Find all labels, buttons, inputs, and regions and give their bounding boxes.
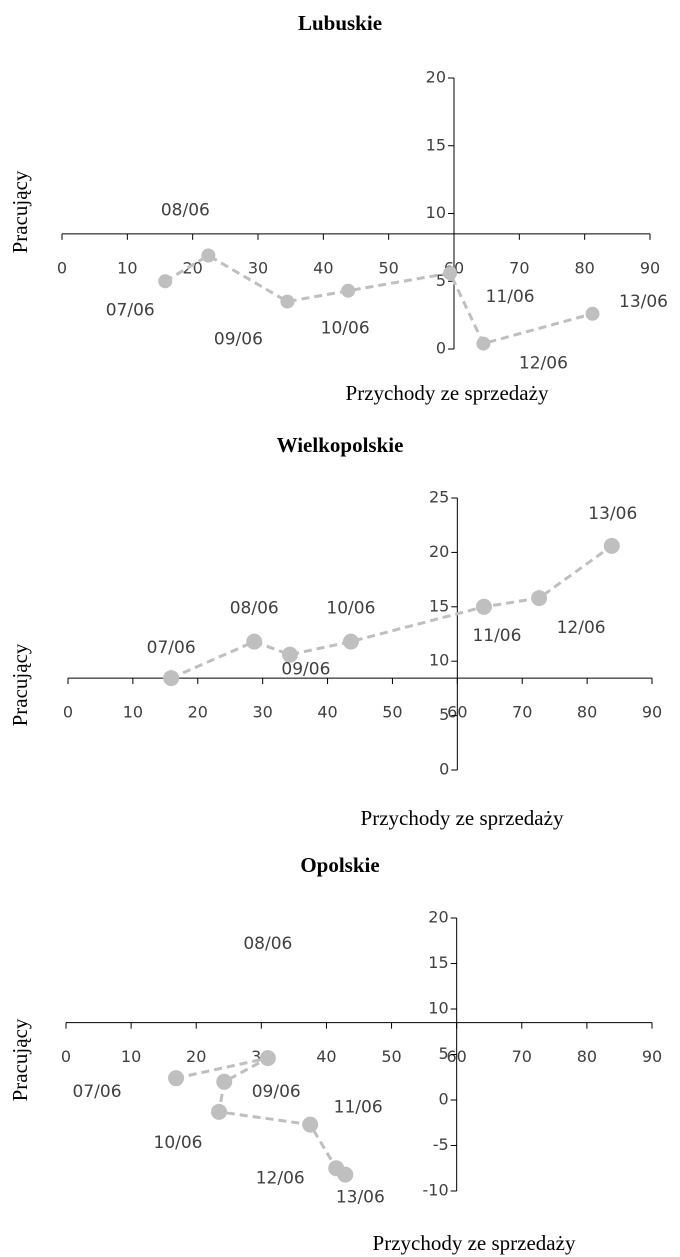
point-label: 09/06 bbox=[214, 330, 263, 350]
chart-title: Wielkopolskie bbox=[277, 433, 404, 457]
y-axis-label: Pracujący bbox=[8, 1018, 32, 1101]
y-axis-label: Pracujący bbox=[8, 643, 32, 726]
point-label: 08/06 bbox=[161, 201, 210, 221]
point bbox=[585, 306, 600, 321]
x-tick-label: 60 bbox=[447, 703, 467, 722]
x-tick-label: 90 bbox=[642, 703, 662, 722]
point bbox=[475, 598, 492, 615]
x-tick-label: 0 bbox=[57, 258, 67, 277]
y-tick-label: 10 bbox=[428, 999, 448, 1018]
y-tick-label: 5 bbox=[438, 1044, 448, 1063]
x-tick-label: 0 bbox=[61, 1047, 71, 1066]
x-tick-label: 40 bbox=[313, 258, 333, 277]
x-tick-label: 90 bbox=[640, 258, 660, 277]
x-tick-label: 0 bbox=[63, 703, 73, 722]
x-tick-label: 40 bbox=[317, 703, 337, 722]
series-line bbox=[175, 1056, 347, 1176]
point-label: 12/06 bbox=[256, 1168, 305, 1188]
y-axis-label: Pracujący bbox=[8, 170, 32, 253]
y-tick-label: 10 bbox=[426, 203, 446, 222]
point bbox=[259, 1050, 276, 1067]
point-label: 10/06 bbox=[326, 599, 375, 619]
point-label: 13/06 bbox=[619, 292, 668, 312]
y-tick-label: 5 bbox=[436, 271, 446, 290]
y-tick-label: 0 bbox=[436, 339, 446, 358]
x-tick-label: 80 bbox=[577, 703, 597, 722]
point-label: 10/06 bbox=[321, 319, 370, 339]
x-tick-label: 80 bbox=[574, 258, 594, 277]
point bbox=[443, 266, 458, 281]
x-tick-label: 80 bbox=[577, 1047, 597, 1066]
x-tick-label: 70 bbox=[512, 1047, 532, 1066]
point-label: 13/06 bbox=[336, 1188, 385, 1208]
x-tick-label: 50 bbox=[378, 258, 398, 277]
point bbox=[280, 294, 295, 309]
point bbox=[158, 274, 173, 289]
point-label: 09/06 bbox=[252, 1082, 301, 1102]
point-label: 10/06 bbox=[154, 1133, 203, 1153]
point bbox=[337, 1166, 354, 1183]
y-tick-label: 0 bbox=[438, 1090, 448, 1109]
point-label: 07/06 bbox=[73, 1082, 122, 1102]
x-axis-label: Przychody ze sprzedaży bbox=[346, 381, 549, 405]
point bbox=[211, 1103, 228, 1120]
x-tick-label: 60 bbox=[446, 1047, 466, 1066]
x-tick-label: 20 bbox=[188, 703, 208, 722]
point bbox=[531, 590, 548, 607]
chart-title: Lubuskie bbox=[298, 11, 382, 35]
point bbox=[216, 1073, 233, 1090]
point-label: 09/06 bbox=[281, 660, 330, 680]
x-tick-label: 30 bbox=[248, 258, 268, 277]
x-tick-label: 50 bbox=[382, 703, 402, 722]
y-tick-label: 15 bbox=[428, 953, 448, 972]
y-tick-label: 15 bbox=[429, 596, 449, 615]
x-axis-label: Przychody ze sprzedaży bbox=[361, 806, 564, 830]
y-tick-label: -5 bbox=[433, 1135, 449, 1154]
x-tick-label: 10 bbox=[117, 258, 137, 277]
point-label: 12/06 bbox=[519, 354, 568, 374]
y-tick-label: 20 bbox=[428, 908, 448, 927]
point bbox=[603, 537, 620, 554]
x-tick-label: 30 bbox=[252, 703, 272, 722]
x-tick-label: 90 bbox=[642, 1047, 662, 1066]
point bbox=[201, 248, 216, 263]
x-tick-label: 10 bbox=[123, 703, 143, 722]
y-tick-label: 20 bbox=[426, 68, 446, 87]
point bbox=[246, 633, 263, 650]
point bbox=[168, 1070, 185, 1087]
point-label: 11/06 bbox=[334, 1098, 383, 1118]
y-tick-label: 0 bbox=[439, 760, 449, 779]
x-tick-label: 50 bbox=[381, 1047, 401, 1066]
y-tick-label: 5 bbox=[439, 705, 449, 724]
x-axis-label: Przychody ze sprzedaży bbox=[373, 1231, 576, 1255]
chart-title: Opolskie bbox=[300, 853, 379, 877]
point-label: 11/06 bbox=[472, 626, 521, 646]
x-tick-label: 40 bbox=[316, 1047, 336, 1066]
y-tick-label: 10 bbox=[429, 651, 449, 670]
point bbox=[163, 670, 180, 687]
point-label: 07/06 bbox=[147, 638, 196, 658]
point bbox=[341, 283, 356, 298]
x-tick-label: 20 bbox=[182, 258, 202, 277]
x-tick-label: 70 bbox=[509, 258, 529, 277]
point bbox=[281, 646, 298, 663]
point-label: 11/06 bbox=[486, 287, 535, 307]
y-tick-label: 25 bbox=[429, 488, 449, 507]
y-tick-label: -10 bbox=[423, 1181, 449, 1200]
point bbox=[342, 633, 359, 650]
x-tick-label: 20 bbox=[186, 1047, 206, 1066]
x-tick-label: 10 bbox=[121, 1047, 141, 1066]
point-label: 12/06 bbox=[557, 618, 606, 638]
point-label: 13/06 bbox=[588, 504, 637, 524]
point bbox=[302, 1116, 319, 1133]
point-label: 08/06 bbox=[230, 599, 279, 619]
point-label: 08/06 bbox=[243, 934, 292, 954]
x-tick-label: 70 bbox=[512, 703, 532, 722]
point bbox=[476, 336, 491, 351]
y-tick-label: 15 bbox=[426, 135, 446, 154]
point-label: 07/06 bbox=[106, 300, 155, 320]
y-tick-label: 20 bbox=[429, 542, 449, 561]
